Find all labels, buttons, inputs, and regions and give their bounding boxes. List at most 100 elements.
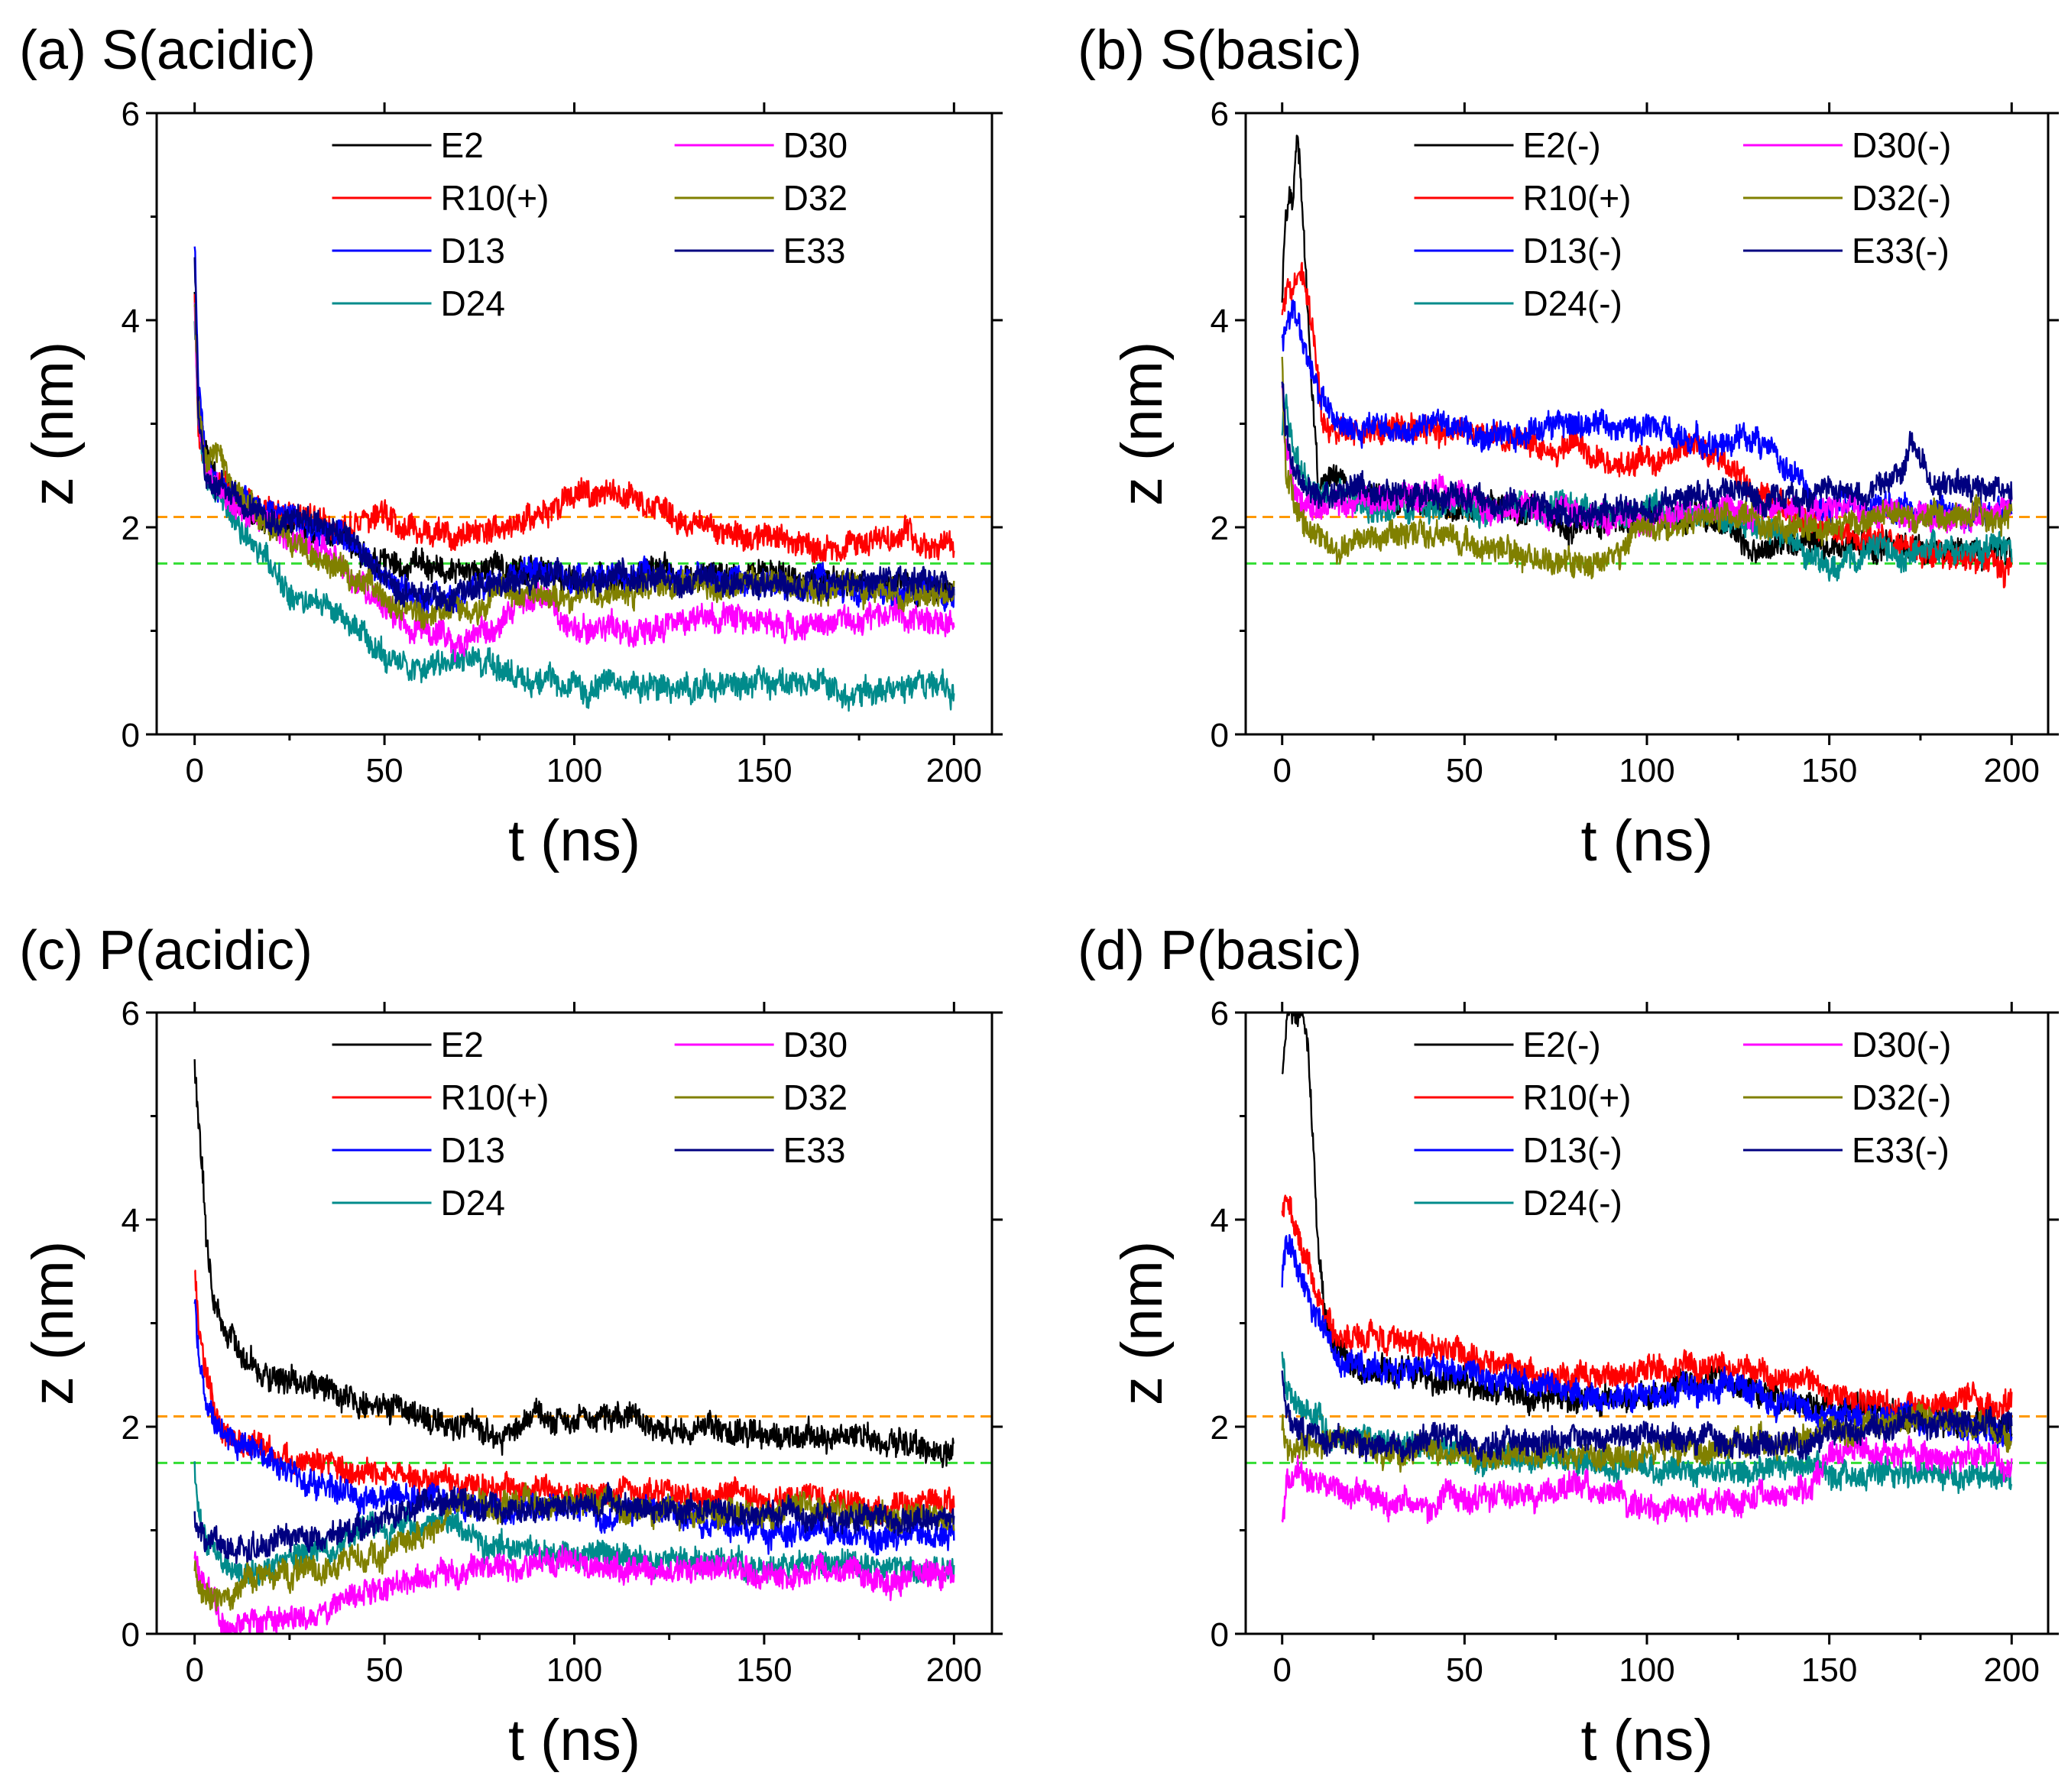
y-tick-label: 2 xyxy=(1211,510,1229,547)
legend-label: D24(-) xyxy=(1523,284,1622,323)
x-tick-label: 150 xyxy=(736,1651,792,1689)
y-axis-label: z (nm) xyxy=(21,1241,86,1405)
y-tick-label: 2 xyxy=(1211,1409,1229,1447)
panel-title: (c) P(acidic) xyxy=(19,920,313,981)
y-tick-label: 6 xyxy=(1211,96,1229,133)
panel-title: (d) P(basic) xyxy=(1078,920,1362,981)
y-tick-label: 6 xyxy=(1211,995,1229,1032)
legend-label: D30 xyxy=(783,1025,848,1065)
y-tick-label: 6 xyxy=(122,995,140,1032)
legend-label: D32 xyxy=(783,1077,848,1117)
panel-d: (d) P(basic) 0 50 100 150 200 0 2 4 6 t (ns) z (nm)… xyxy=(1078,920,2059,1773)
legend-label: D32 xyxy=(783,178,848,218)
x-tick-label: 200 xyxy=(1984,1651,2040,1689)
y-tick-label: 0 xyxy=(1211,1616,1229,1654)
legend-label: R10(+) xyxy=(1523,1077,1632,1117)
series-line-D32(-) xyxy=(1281,356,2013,580)
x-tick-label: 0 xyxy=(185,1651,203,1689)
legend-label: D13(-) xyxy=(1523,1130,1622,1170)
x-tick-label: 50 xyxy=(366,1651,404,1689)
legend: E2 R10(+) D13 D24 D30 D32 E33 xyxy=(332,1025,848,1223)
legend-label: D13(-) xyxy=(1523,231,1622,271)
x-tick-label: 0 xyxy=(185,752,203,789)
y-tick-label: 4 xyxy=(122,1202,140,1239)
legend-label: D30(-) xyxy=(1852,125,1951,165)
x-tick-label: 50 xyxy=(1446,1651,1483,1689)
series-line-E33(-) xyxy=(1281,1370,2013,1463)
y-tick-label: 6 xyxy=(122,96,140,133)
y-tick-label: 0 xyxy=(122,1616,140,1654)
x-tick-label: 100 xyxy=(1619,752,1674,789)
x-tick-label: 150 xyxy=(736,752,792,789)
y-tick-label: 0 xyxy=(1211,717,1229,754)
x-axis-label: t (ns) xyxy=(508,809,640,873)
y-tick-label: 0 xyxy=(122,717,140,754)
x-tick-label: 150 xyxy=(1801,1651,1857,1689)
y-axis-label: z (nm) xyxy=(21,342,86,506)
legend: E2(-) R10(+) D13(-) D24(-) D30(-) D32(-) E33(-… xyxy=(1414,1025,1951,1223)
x-tick-label: 150 xyxy=(1801,752,1857,789)
x-tick-label: 100 xyxy=(546,752,602,789)
series-line-D24 xyxy=(193,321,955,712)
legend-label: D24 xyxy=(441,1183,505,1223)
legend-label: E33 xyxy=(783,1130,846,1170)
panel-title: (a) S(acidic) xyxy=(19,20,316,81)
y-tick-label: 4 xyxy=(1211,1202,1229,1239)
y-axis-label: z (nm) xyxy=(1110,1241,1175,1405)
series-line-E33(-) xyxy=(1281,381,2013,529)
legend-label: R10(+) xyxy=(1523,178,1632,218)
plot-area xyxy=(193,246,955,712)
x-tick-label: 0 xyxy=(1272,1651,1291,1689)
legend-label: E2(-) xyxy=(1523,125,1601,165)
plot-area xyxy=(1281,1013,2013,1525)
legend-label: R10(+) xyxy=(441,1077,549,1117)
x-axis-label: t (ns) xyxy=(1580,1708,1713,1773)
y-tick-label: 4 xyxy=(1211,303,1229,340)
legend-label: E33(-) xyxy=(1852,1130,1950,1170)
panel-a: (a) S(acidic) 0 50 100 150 200 0 2 4 6 t (ns) z (nm… xyxy=(19,20,1003,873)
y-tick-label: 4 xyxy=(122,303,140,340)
x-tick-label: 200 xyxy=(1984,752,2040,789)
plot-area xyxy=(1281,134,2013,588)
legend-label: D24(-) xyxy=(1523,1183,1622,1223)
y-tick-label: 2 xyxy=(122,1409,140,1447)
legend-label: D32(-) xyxy=(1852,178,1951,218)
legend-label: E33(-) xyxy=(1852,231,1950,271)
x-tick-label: 100 xyxy=(1619,1651,1674,1689)
panel-c: (c) P(acidic) 0 50 100 150 200 0 2 4 6 t (ns) z (nm… xyxy=(19,920,1003,1773)
legend-label: D30 xyxy=(783,125,848,165)
series-line-D30 xyxy=(193,1544,955,1634)
legend-label: E2 xyxy=(441,1025,484,1065)
x-tick-label: 50 xyxy=(366,752,404,789)
x-axis-label: t (ns) xyxy=(1580,809,1713,873)
series-line-E33 xyxy=(193,1482,955,1564)
series-line-R10(+) xyxy=(193,293,955,564)
plot-area xyxy=(193,1059,955,1634)
legend: E2 R10(+) D13 D24 D30 D32 E33 xyxy=(332,125,848,323)
x-tick-label: 0 xyxy=(1272,752,1291,789)
x-axis-label: t (ns) xyxy=(508,1708,640,1773)
series-line-D24(-) xyxy=(1281,394,2013,582)
y-axis-label: z (nm) xyxy=(1110,342,1175,506)
series-line-E33 xyxy=(193,257,955,614)
y-tick-label: 2 xyxy=(122,510,140,547)
panel-b: (b) S(basic) 0 50 100 150 200 0 2 4 6 t (ns) z (nm)… xyxy=(1078,20,2059,873)
x-tick-label: 100 xyxy=(546,1651,602,1689)
x-tick-label: 200 xyxy=(926,752,982,789)
series-line-E2 xyxy=(193,1059,955,1469)
legend-label: D30(-) xyxy=(1852,1025,1951,1065)
series-line-D30(-) xyxy=(1281,1434,2013,1525)
legend-label: E2(-) xyxy=(1523,1025,1601,1065)
legend-label: D24 xyxy=(441,284,505,323)
plot-frame xyxy=(155,112,993,736)
x-tick-label: 200 xyxy=(926,1651,982,1689)
panel-title: (b) S(basic) xyxy=(1078,20,1362,81)
legend-label: E33 xyxy=(783,231,846,271)
legend-label: D13 xyxy=(441,1130,505,1170)
legend-label: E2 xyxy=(441,125,484,165)
legend: E2(-) R10(+) D13(-) D24(-) D30(-) D32(-) E33(-… xyxy=(1414,125,1951,323)
legend-label: R10(+) xyxy=(441,178,549,218)
legend-label: D13 xyxy=(441,231,505,271)
legend-label: D32(-) xyxy=(1852,1077,1951,1117)
